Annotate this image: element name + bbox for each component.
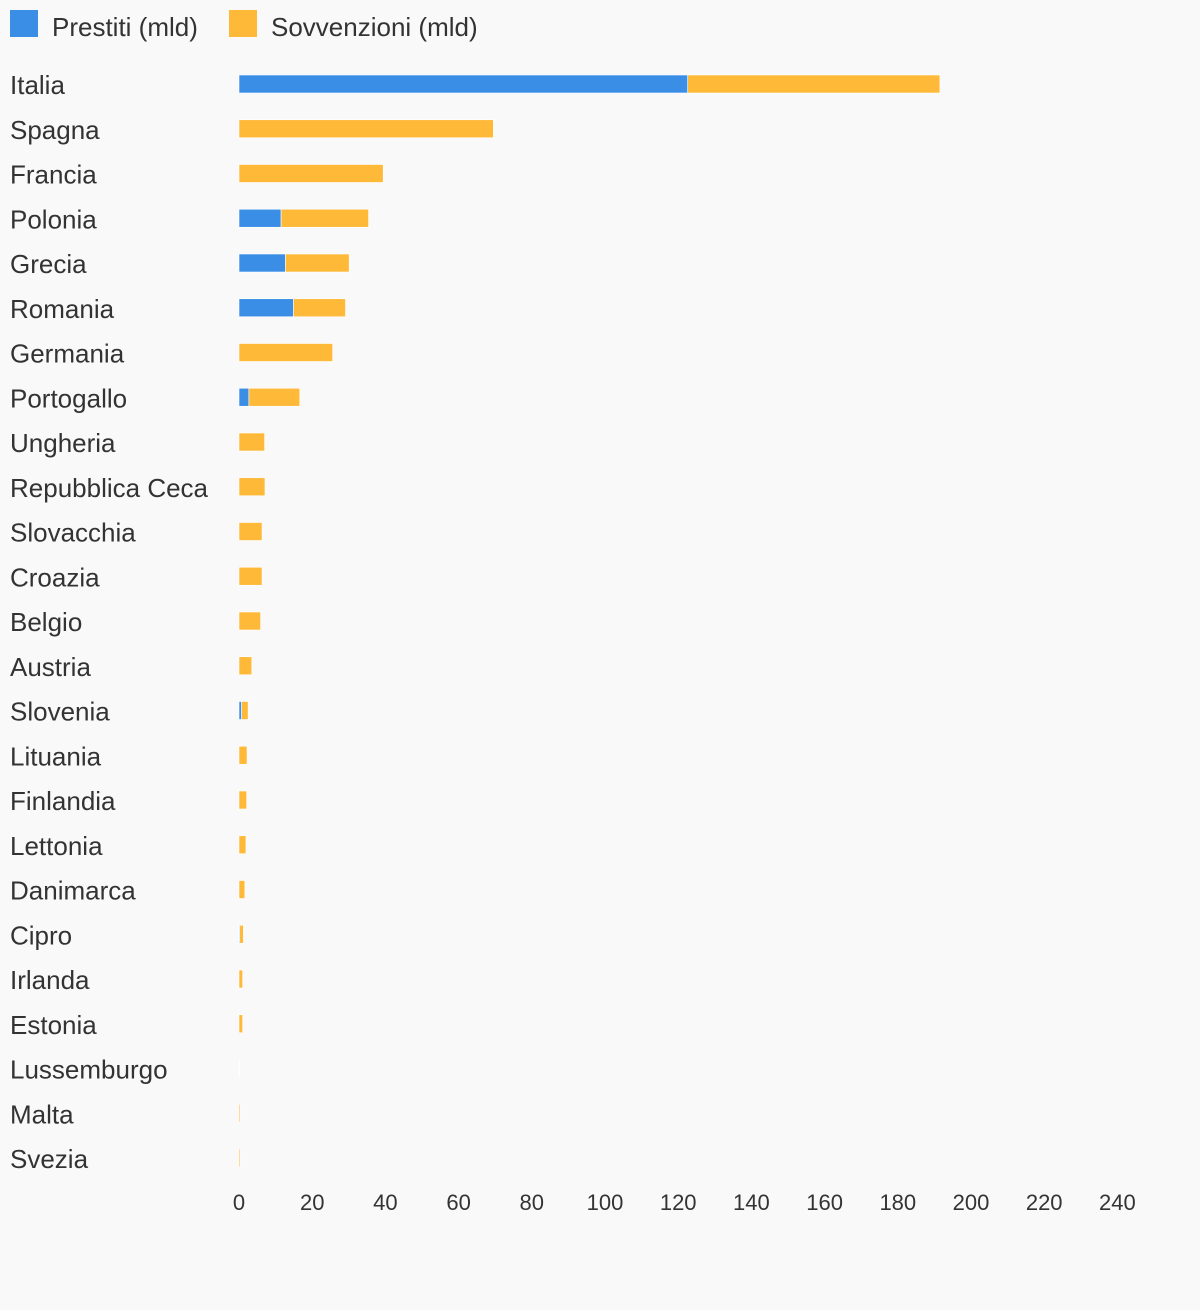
category-label: Cipro [10, 920, 72, 950]
category-label: Irlanda [10, 965, 90, 995]
x-tick-label: 140 [733, 1190, 770, 1215]
x-tick-label: 60 [446, 1190, 470, 1215]
x-tick-label: 220 [1026, 1190, 1063, 1215]
bar-segment-sovvenzioni [238, 880, 246, 899]
category-labels: Italia Spagna Francia Polonia Grecia Romania G… [10, 70, 209, 1174]
x-tick-label: 40 [373, 1190, 397, 1215]
category-label: Malta [10, 1099, 74, 1129]
x-tick-label: 80 [520, 1190, 544, 1215]
category-label: Belgio [10, 607, 82, 637]
x-tick-label: 180 [879, 1190, 916, 1215]
bar-segment-sovvenzioni [280, 208, 369, 228]
legend-label-1: Sovvenzioni (mld) [271, 12, 478, 42]
bars [238, 74, 941, 1168]
bar-segment-sovvenzioni [238, 969, 243, 989]
bar-segment-sovvenzioni [238, 522, 263, 541]
bar-segment-sovvenzioni [238, 566, 263, 586]
category-label: Finlandia [10, 786, 116, 816]
bar-segment-sovvenzioni [238, 119, 494, 139]
bar-segment-sovvenzioni [248, 387, 301, 407]
category-label: Spagna [10, 115, 100, 145]
x-tick-label: 120 [660, 1190, 697, 1215]
category-label: Repubblica Ceca [10, 473, 209, 503]
bar-segment-sovvenzioni [238, 611, 261, 631]
bar-segment-sovvenzioni [238, 1103, 241, 1123]
bar-segment-sovvenzioni [238, 835, 247, 855]
x-tick-label: 100 [587, 1190, 624, 1215]
bar-segment-sovvenzioni [285, 253, 350, 273]
category-label: Slovacchia [10, 518, 136, 548]
bar-segment-prestiti [238, 74, 689, 94]
legend-swatch-1 [229, 10, 257, 37]
legend-label-0: Prestiti (mld) [52, 12, 198, 42]
category-label: Portogallo [10, 383, 127, 413]
bar-segment-sovvenzioni [238, 1148, 241, 1168]
bar-segment-sovvenzioni [238, 477, 266, 497]
x-tick-label: 0 [233, 1190, 245, 1215]
bar-segment-sovvenzioni [238, 1014, 243, 1034]
bar-segment-sovvenzioni [293, 298, 346, 318]
legend: Prestiti (mld) Sovvenzioni (mld) [10, 10, 478, 42]
category-label: Germania [10, 339, 125, 369]
bar-segment-prestiti [238, 298, 294, 318]
x-tick-label: 240 [1099, 1190, 1136, 1215]
category-label: Croazia [10, 562, 100, 592]
category-label: Danimarca [10, 876, 136, 906]
category-label: Francia [10, 160, 97, 190]
bar-segment-sovvenzioni [238, 164, 384, 183]
category-label: Estonia [10, 1010, 97, 1040]
bar-segment-sovvenzioni [238, 343, 333, 362]
bar-segment-sovvenzioni [238, 656, 253, 676]
x-axis: 0 20 40 60 80 100 120 140 160 180 200 220 240 [233, 1190, 1136, 1215]
bar-segment-sovvenzioni [238, 790, 247, 810]
bar-segment-prestiti [238, 208, 282, 228]
category-label: Lituania [10, 741, 102, 771]
category-label: Slovenia [10, 697, 110, 727]
bar-segment-prestiti [238, 701, 242, 720]
category-label: Romania [10, 294, 115, 324]
bar-segment-prestiti [238, 387, 250, 407]
bar-segment-sovvenzioni [239, 924, 244, 944]
legend-swatch-0 [10, 10, 38, 37]
x-tick-label: 20 [300, 1190, 324, 1215]
x-tick-label: 200 [953, 1190, 990, 1215]
category-label: Italia [10, 70, 65, 100]
category-label: Polonia [10, 204, 97, 234]
bar-segment-sovvenzioni [238, 745, 248, 765]
category-label: Grecia [10, 249, 87, 279]
bar-segment-sovvenzioni [687, 74, 941, 94]
category-label: Ungheria [10, 428, 116, 458]
bar-segment-sovvenzioni [238, 432, 265, 452]
bar-segment-sovvenzioni [238, 1059, 240, 1078]
category-label: Svezia [10, 1144, 89, 1174]
category-label: Lussemburgo [10, 1055, 168, 1085]
bar-segment-sovvenzioni [241, 701, 249, 720]
category-label: Austria [10, 652, 91, 682]
x-tick-label: 160 [806, 1190, 843, 1215]
bar-segment-prestiti [238, 253, 286, 273]
category-label: Lettonia [10, 831, 103, 861]
